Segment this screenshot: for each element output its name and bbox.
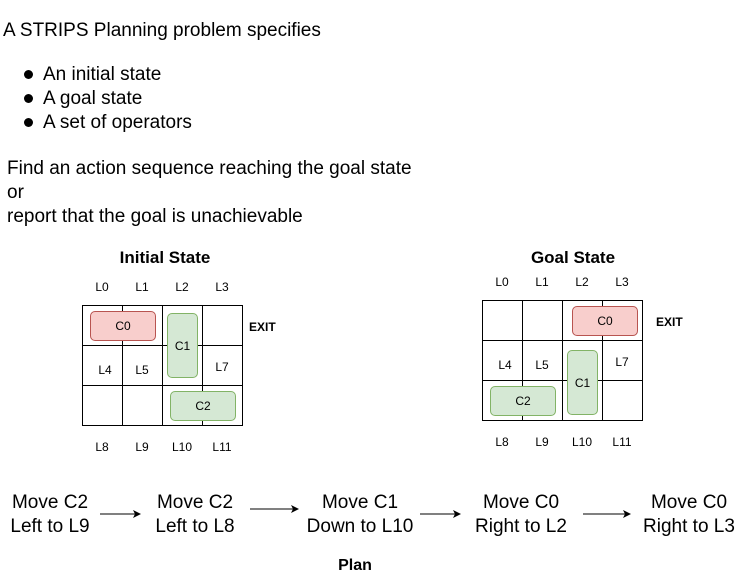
task-description: Find an action sequence reaching the goa…: [7, 157, 412, 229]
initial-state-title: Initial State: [119, 248, 211, 267]
initial-car-c0: C0: [90, 311, 156, 341]
initial-label-l7: L7: [215, 360, 229, 374]
initial-label-l10: L10: [171, 440, 193, 454]
goal-label-l11: L11: [612, 435, 632, 449]
requirements-list: An initial state A goal state A set of o…: [23, 64, 192, 136]
goal-label-l10: L10: [571, 435, 593, 449]
goal-car-c2: C2: [490, 386, 556, 416]
plan-step-5: Move C0 Right to L3: [643, 491, 735, 539]
plan-step-2-action: Move C2: [156, 492, 234, 513]
goal-label-l3: L3: [615, 275, 629, 289]
goal-state-title: Goal State: [530, 248, 616, 267]
goal-car-c0: C0: [572, 306, 638, 336]
goal-grid: [482, 300, 643, 421]
initial-exit-label: EXIT: [249, 320, 276, 334]
initial-label-l0: L0: [95, 280, 109, 294]
plan-step-4-action: Move C0: [482, 492, 560, 513]
task-line-1: Find an action sequence reaching the goa…: [7, 158, 412, 179]
initial-label-l9: L9: [135, 440, 149, 454]
initial-label-l3: L3: [215, 280, 229, 294]
plan-step-3: Move C1 Down to L10: [307, 491, 414, 539]
initial-car-c1: C1: [167, 313, 198, 378]
goal-label-l1: L1: [535, 275, 549, 289]
plan-label: Plan: [338, 557, 372, 574]
goal-label-l5: L5: [535, 358, 549, 372]
plan-step-1-detail: Left to L9: [10, 516, 90, 537]
plan-step-5-detail: Right to L3: [643, 516, 735, 537]
initial-grid: [82, 305, 243, 426]
initial-label-l1: L1: [135, 280, 149, 294]
goal-label-l7: L7: [615, 355, 629, 369]
goal-label-l4: L4: [498, 358, 512, 372]
goal-label-l9: L9: [535, 435, 549, 449]
initial-label-l2: L2: [175, 280, 189, 294]
plan-step-1-action: Move C2: [11, 492, 89, 513]
plan-step-3-detail: Down to L10: [306, 516, 414, 537]
plan-step-5-action: Move C0: [650, 492, 728, 513]
plan-step-2-detail: Left to L8: [155, 516, 235, 537]
goal-label-l8: L8: [495, 435, 509, 449]
task-line-2: or: [7, 182, 24, 203]
plan-step-4-detail: Right to L2: [475, 516, 567, 537]
goal-car-c1: C1: [567, 350, 598, 415]
intro-text: A STRIPS Planning problem specifies: [3, 20, 321, 41]
goal-label-l2: L2: [575, 275, 589, 289]
goal-label-l0: L0: [495, 275, 509, 289]
plan-step-1: Move C2 Left to L9: [10, 491, 89, 539]
bullet-goal-state: A goal state: [23, 88, 192, 112]
bullet-initial-state: An initial state: [23, 64, 192, 88]
initial-label-l4: L4: [98, 363, 112, 377]
plan-step-3-action: Move C1: [321, 492, 399, 513]
initial-label-l11: L11: [212, 440, 232, 454]
initial-car-c2: C2: [170, 391, 236, 421]
task-line-3: report that the goal is unachievable: [7, 206, 303, 227]
initial-label-l5: L5: [135, 363, 149, 377]
goal-exit-label: EXIT: [656, 315, 683, 329]
initial-label-l8: L8: [95, 440, 109, 454]
plan-step-2: Move C2 Left to L8: [155, 491, 234, 539]
bullet-operators: A set of operators: [23, 112, 192, 136]
plan-step-4: Move C0 Right to L2: [475, 491, 567, 539]
